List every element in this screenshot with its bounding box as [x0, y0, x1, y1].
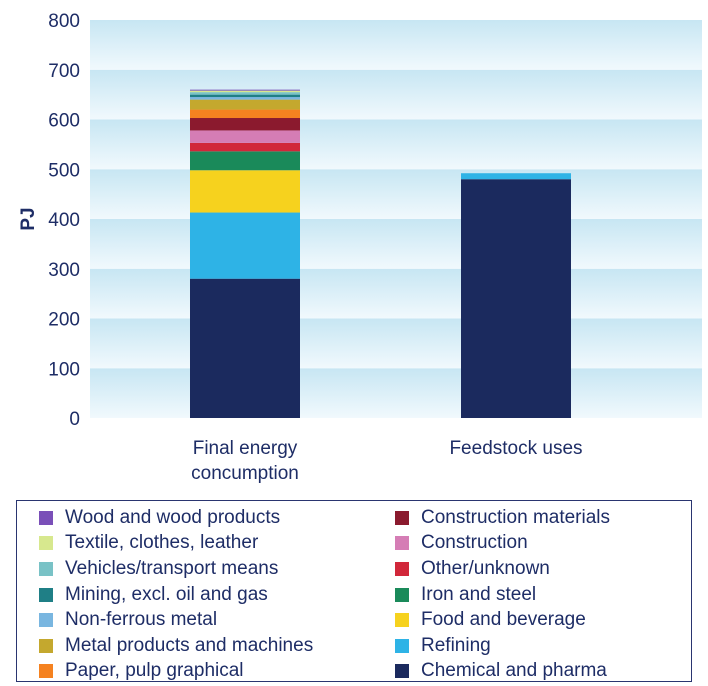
legend-label: Metal products and machines: [65, 634, 314, 656]
legend-item: Chemical and pharma: [395, 659, 610, 685]
y-tick-label: 300: [48, 260, 80, 281]
legend-swatch: [395, 664, 409, 679]
y-tick-label: 400: [48, 210, 80, 231]
legend-item: Paper, pulp graphical: [39, 659, 313, 685]
bar-segment: [190, 151, 300, 171]
grid-band: [90, 169, 702, 219]
bar-segment: [190, 97, 300, 100]
y-axis-ticks: 0 100 200 300 400 500 600 700 800: [48, 11, 80, 430]
bar-segment: [190, 130, 300, 143]
legend-label: Paper, pulp graphical: [65, 660, 244, 682]
legend-swatch: [395, 510, 409, 525]
legend-item: Refining: [395, 633, 610, 659]
legend-swatch: [395, 613, 409, 628]
legend-swatch: [39, 664, 53, 679]
legend-label: Food and beverage: [421, 609, 586, 631]
bar-segment: [461, 179, 571, 418]
legend-item: Other/unknown: [395, 556, 610, 582]
legend-swatch: [39, 510, 53, 525]
y-tick-label: 500: [48, 160, 80, 181]
grid-band: [90, 20, 702, 70]
grid-band: [90, 268, 702, 319]
legend-item: Food and beverage: [395, 607, 610, 633]
bar-segment: [190, 89, 300, 91]
legend-label: Refining: [421, 634, 491, 656]
y-tick-label: 100: [48, 359, 80, 380]
legend-item: Construction materials: [395, 505, 610, 531]
legend-item: Iron and steel: [395, 582, 610, 608]
legend-label: Non-ferrous metal: [65, 609, 218, 631]
legend-item: Textile, clothes, leather: [39, 531, 313, 557]
legend-label: Iron and steel: [421, 583, 537, 605]
x-axis-labels: Final energy concumption Feedstock uses: [191, 438, 582, 484]
legend-item: Metal products and machines: [39, 633, 313, 659]
legend-item: Non-ferrous metal: [39, 607, 313, 633]
y-tick-label: 800: [48, 11, 80, 32]
y-axis-label: PJ: [18, 207, 39, 230]
legend-label: Mining, excl. oil and gas: [65, 583, 268, 605]
legend-swatch: [395, 561, 409, 576]
legend-label: Chemical and pharma: [421, 660, 607, 682]
bar-segment: [190, 94, 300, 98]
legend-swatch: [39, 613, 53, 628]
bar-segment: [190, 118, 300, 131]
legend-swatch: [39, 536, 53, 551]
legend-swatch: [39, 638, 53, 653]
x-category-label: Feedstock uses: [449, 438, 582, 459]
y-tick-label: 200: [48, 310, 80, 331]
grid-bands: [90, 20, 702, 418]
grid-band: [90, 219, 702, 269]
legend-swatch: [395, 536, 409, 551]
bar-segment: [190, 170, 300, 213]
legend-item: Construction: [395, 531, 610, 557]
legend-label: Textile, clothes, leather: [65, 532, 259, 554]
grid-band: [90, 318, 702, 369]
legend-label: Vehicles/transport means: [65, 557, 279, 579]
legend-swatch: [395, 587, 409, 602]
bar-segment: [190, 212, 300, 279]
legend-label: Other/unknown: [421, 557, 550, 579]
bar-segment: [190, 99, 300, 110]
legend-column-right: Construction materials Construction Other/…: [395, 505, 610, 684]
legend-item: Wood and wood products: [39, 505, 313, 531]
y-tick-label: 600: [48, 111, 80, 132]
bar-segment: [190, 278, 300, 418]
stacked-bar-chart: 0 100 200 300 400 500 600 700 800 PJ Final energ…: [18, 11, 702, 484]
legend: Wood and wood products Textile, clothes, …: [16, 500, 692, 682]
legend-item: Mining, excl. oil and gas: [39, 582, 313, 608]
grid-band: [90, 119, 702, 170]
y-tick-label: 700: [48, 61, 80, 82]
bar-segment: [461, 173, 571, 180]
legend-item: Vehicles/transport means: [39, 556, 313, 582]
bar-stacks: [190, 89, 571, 418]
bar-segment: [190, 109, 300, 119]
y-tick-label: 0: [69, 409, 80, 430]
legend-swatch: [39, 587, 53, 602]
grid-band: [90, 368, 702, 418]
x-category-label: Final energy concumption: [191, 438, 299, 484]
legend-label: Construction materials: [421, 506, 611, 528]
legend-label: Wood and wood products: [65, 506, 281, 528]
legend-label: Construction: [421, 532, 528, 554]
bar-segment: [190, 90, 300, 93]
bar-segment: [190, 92, 300, 95]
legend-swatch: [395, 638, 409, 653]
grid-band: [90, 69, 702, 120]
bar-segment: [190, 142, 300, 152]
legend-swatch: [39, 561, 53, 576]
legend-column-left: Wood and wood products Textile, clothes, …: [39, 505, 313, 684]
